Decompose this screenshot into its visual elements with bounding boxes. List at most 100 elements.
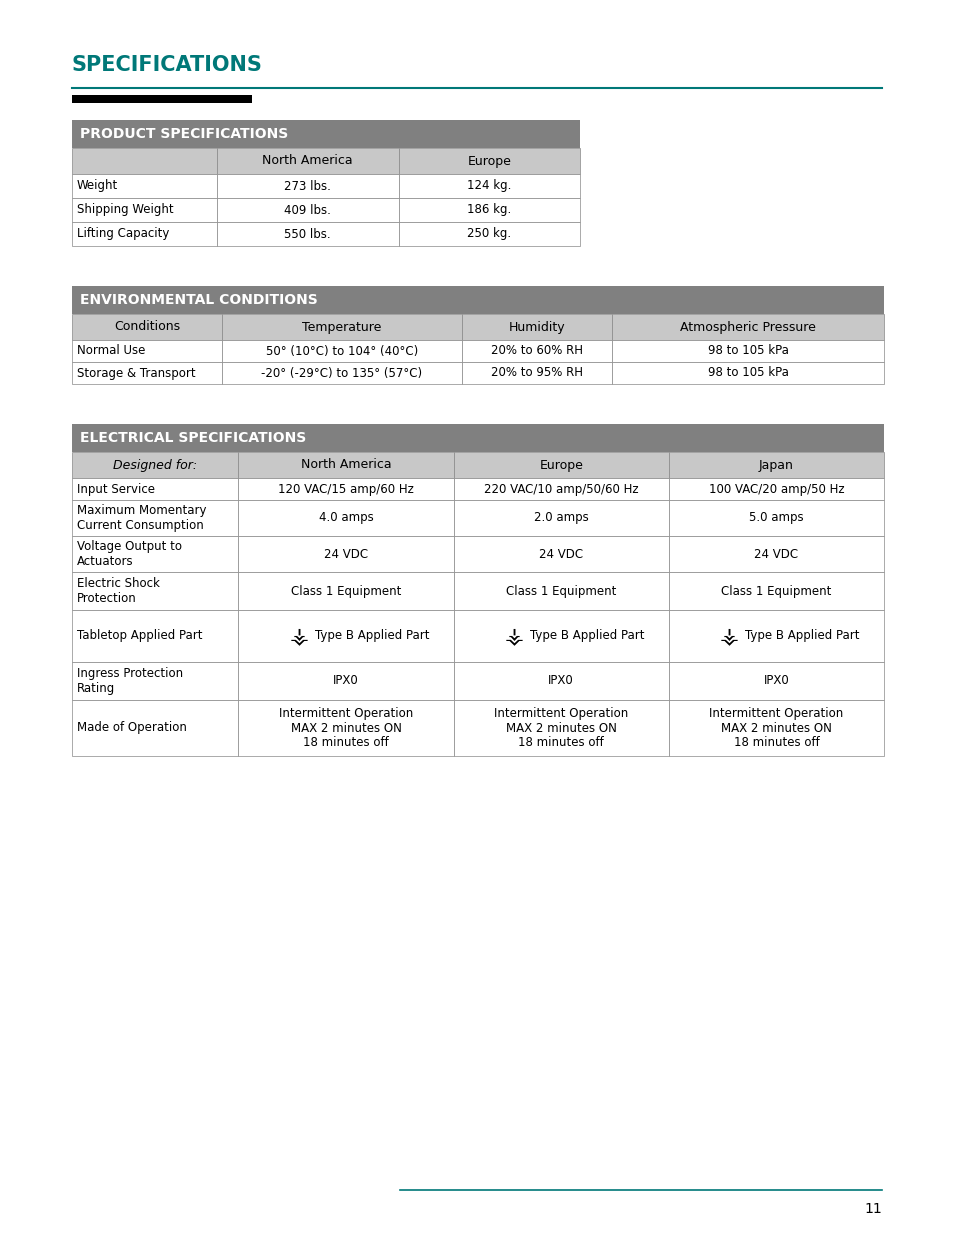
Text: 124 kg.: 124 kg. xyxy=(467,179,511,193)
Bar xyxy=(454,500,668,536)
Bar xyxy=(71,662,238,700)
Bar xyxy=(454,610,668,662)
Text: ENVIRONMENTAL CONDITIONS: ENVIRONMENTAL CONDITIONS xyxy=(80,293,317,308)
Bar xyxy=(71,700,238,756)
Text: 11: 11 xyxy=(863,1202,882,1216)
Text: 5.0 amps: 5.0 amps xyxy=(748,511,802,525)
Text: 20% to 60% RH: 20% to 60% RH xyxy=(491,345,582,357)
Bar xyxy=(238,500,454,536)
Text: Type B Applied Part: Type B Applied Part xyxy=(744,630,859,642)
Bar xyxy=(71,500,238,536)
Bar xyxy=(611,314,883,340)
Bar xyxy=(71,340,222,362)
Text: Intermittent Operation
MAX 2 minutes ON
18 minutes off: Intermittent Operation MAX 2 minutes ON … xyxy=(494,706,628,750)
Bar xyxy=(216,198,398,222)
Bar xyxy=(238,536,454,572)
Bar xyxy=(398,174,579,198)
Text: 24 VDC: 24 VDC xyxy=(324,547,368,561)
Bar xyxy=(398,148,579,174)
Text: Ingress Protection
Rating: Ingress Protection Rating xyxy=(77,667,183,695)
Bar xyxy=(454,662,668,700)
Bar xyxy=(222,314,461,340)
Text: Class 1 Equipment: Class 1 Equipment xyxy=(291,584,401,598)
Text: 409 lbs.: 409 lbs. xyxy=(284,204,331,216)
Text: Weight: Weight xyxy=(77,179,118,193)
Text: SPECIFICATIONS: SPECIFICATIONS xyxy=(71,56,263,75)
Text: Made of Operation: Made of Operation xyxy=(77,721,187,735)
Bar xyxy=(454,700,668,756)
Text: 98 to 105 kPa: 98 to 105 kPa xyxy=(707,345,787,357)
Text: Shipping Weight: Shipping Weight xyxy=(77,204,173,216)
Bar xyxy=(71,174,216,198)
Text: ⚶: ⚶ xyxy=(719,626,738,646)
Bar xyxy=(668,478,883,500)
Bar xyxy=(668,572,883,610)
Bar xyxy=(611,362,883,384)
Text: 100 VAC/20 amp/50 Hz: 100 VAC/20 amp/50 Hz xyxy=(708,483,843,495)
Text: 120 VAC/15 amp/60 Hz: 120 VAC/15 amp/60 Hz xyxy=(278,483,414,495)
Text: Humidity: Humidity xyxy=(508,321,564,333)
Text: Atmospheric Pressure: Atmospheric Pressure xyxy=(679,321,815,333)
Bar xyxy=(216,148,398,174)
Bar xyxy=(216,174,398,198)
Text: Input Service: Input Service xyxy=(77,483,154,495)
Text: 24 VDC: 24 VDC xyxy=(538,547,582,561)
Text: North America: North America xyxy=(262,154,353,168)
Text: Storage & Transport: Storage & Transport xyxy=(77,367,195,379)
Bar xyxy=(222,340,461,362)
Bar xyxy=(611,340,883,362)
Bar xyxy=(71,362,222,384)
Text: Europe: Europe xyxy=(538,458,582,472)
Bar xyxy=(454,572,668,610)
Bar xyxy=(71,478,238,500)
Text: PRODUCT SPECIFICATIONS: PRODUCT SPECIFICATIONS xyxy=(80,127,288,141)
Bar xyxy=(668,700,883,756)
Text: 250 kg.: 250 kg. xyxy=(467,227,511,241)
Bar xyxy=(668,610,883,662)
Bar xyxy=(71,610,238,662)
Bar xyxy=(454,478,668,500)
Bar xyxy=(71,424,883,452)
Text: Type B Applied Part: Type B Applied Part xyxy=(529,630,643,642)
Text: Maximum Momentary
Current Consumption: Maximum Momentary Current Consumption xyxy=(77,504,206,532)
Bar xyxy=(238,452,454,478)
Text: Electric Shock
Protection: Electric Shock Protection xyxy=(77,577,160,605)
Bar xyxy=(238,572,454,610)
Bar xyxy=(398,198,579,222)
Bar xyxy=(71,95,252,103)
Bar xyxy=(461,362,611,384)
Bar xyxy=(461,314,611,340)
Text: 550 lbs.: 550 lbs. xyxy=(284,227,331,241)
Text: IPX0: IPX0 xyxy=(762,674,788,688)
Text: 20% to 95% RH: 20% to 95% RH xyxy=(491,367,582,379)
Text: ELECTRICAL SPECIFICATIONS: ELECTRICAL SPECIFICATIONS xyxy=(80,431,306,445)
Bar xyxy=(238,700,454,756)
Text: 24 VDC: 24 VDC xyxy=(754,547,798,561)
Text: ⚶: ⚶ xyxy=(504,626,523,646)
Bar xyxy=(222,362,461,384)
Text: Tabletop Applied Part: Tabletop Applied Part xyxy=(77,630,202,642)
Text: Type B Applied Part: Type B Applied Part xyxy=(314,630,429,642)
Text: Lifting Capacity: Lifting Capacity xyxy=(77,227,170,241)
Bar xyxy=(71,536,238,572)
Bar xyxy=(238,478,454,500)
Bar xyxy=(238,662,454,700)
Bar xyxy=(71,572,238,610)
Text: 220 VAC/10 amp/50/60 Hz: 220 VAC/10 amp/50/60 Hz xyxy=(483,483,638,495)
Bar xyxy=(461,340,611,362)
Text: -20° (-29°C) to 135° (57°C): -20° (-29°C) to 135° (57°C) xyxy=(261,367,422,379)
Text: 4.0 amps: 4.0 amps xyxy=(318,511,373,525)
Bar xyxy=(668,452,883,478)
Text: Intermittent Operation
MAX 2 minutes ON
18 minutes off: Intermittent Operation MAX 2 minutes ON … xyxy=(278,706,413,750)
Bar xyxy=(71,452,238,478)
Bar xyxy=(668,536,883,572)
Text: Voltage Output to
Actuators: Voltage Output to Actuators xyxy=(77,540,182,568)
Text: Conditions: Conditions xyxy=(114,321,180,333)
Bar xyxy=(454,452,668,478)
Text: 273 lbs.: 273 lbs. xyxy=(284,179,331,193)
Text: North America: North America xyxy=(300,458,391,472)
Bar xyxy=(668,500,883,536)
Text: 2.0 amps: 2.0 amps xyxy=(534,511,588,525)
Text: Normal Use: Normal Use xyxy=(77,345,145,357)
Bar xyxy=(668,662,883,700)
